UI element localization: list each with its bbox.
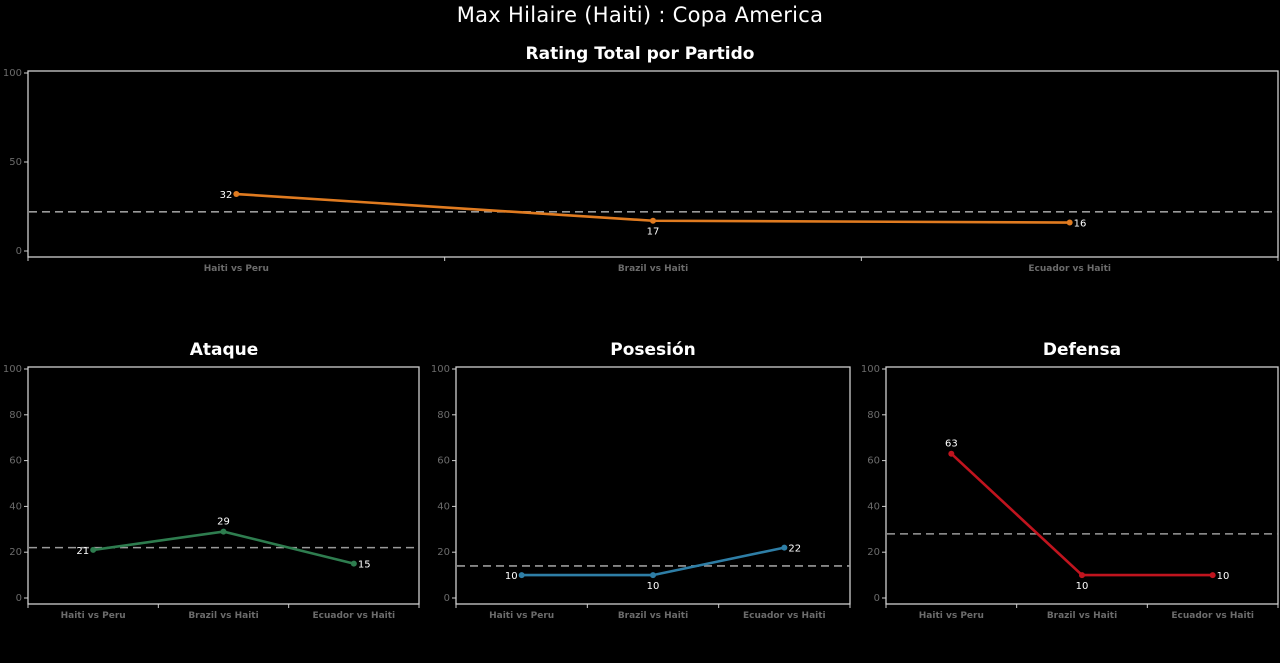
chart-title-defensa: Defensa: [1042, 340, 1122, 360]
y-tick-label: 60: [437, 456, 450, 467]
series-line: [950, 452, 1213, 577]
data-point: [350, 560, 357, 567]
y-tick-label: 50: [9, 157, 22, 168]
data-point: [1209, 572, 1216, 579]
y-tick-label: 20: [437, 547, 450, 558]
x-category-label: Ecuador vs Haiti: [743, 611, 826, 621]
data-point: [90, 546, 97, 553]
data-value-label: 22: [788, 544, 801, 555]
data-value-label: 10: [505, 571, 518, 582]
data-value-label: 10: [1076, 581, 1089, 592]
plot-frame: [27, 366, 420, 605]
y-tick-label: 0: [16, 246, 22, 257]
data-point: [518, 572, 525, 579]
y-tick-label: 40: [867, 501, 880, 512]
y-tick-label: 20: [867, 547, 880, 558]
data-value-label: 15: [358, 560, 371, 571]
y-tick-label: 60: [867, 456, 880, 467]
x-category-label: Ecuador vs Haiti: [313, 611, 396, 621]
y-tick-label: 0: [874, 593, 880, 604]
data-value-label: 21: [76, 546, 89, 557]
chart-title-total: Rating Total por Partido: [525, 44, 755, 64]
y-tick-label: 100: [3, 68, 22, 79]
data-value-label: 17: [647, 227, 660, 238]
data-point: [781, 544, 788, 551]
data-value-label: 29: [217, 517, 230, 528]
page-title: Max Hilaire (Haiti) : Copa America: [456, 3, 824, 27]
chart-title-ataque: Ataque: [189, 340, 259, 360]
y-tick-label: 80: [437, 410, 450, 421]
y-tick-label: 0: [444, 593, 450, 604]
data-point: [650, 217, 656, 224]
chart-ataque: 0 20 40 60 80 100 Haiti vs Peru Brazil vs Haiti…: [3, 364, 420, 621]
x-category-label: Haiti vs Peru: [61, 611, 126, 621]
plot-frame: [455, 366, 851, 605]
data-value-label: 10: [647, 581, 660, 592]
chart-title-posesion: Posesión: [610, 340, 696, 360]
series-line: [521, 546, 785, 577]
y-tick-label: 40: [437, 501, 450, 512]
series-line: [92, 530, 355, 565]
x-category-label: Haiti vs Peru: [489, 611, 554, 621]
y-tick-label: 80: [9, 410, 22, 421]
data-point: [650, 572, 656, 579]
chart-total: 0 50 100 Haiti vs Peru Brazil vs Haiti Ecuado…: [3, 68, 1279, 274]
data-value-label: 10: [1217, 571, 1230, 582]
data-point: [220, 528, 227, 535]
x-category-label: Brazil vs Haiti: [188, 611, 258, 621]
plot-frame: [27, 70, 1279, 258]
data-value-label: 63: [945, 439, 958, 450]
y-tick-label: 80: [867, 410, 880, 421]
data-point: [1079, 572, 1085, 579]
x-category-label: Brazil vs Haiti: [1047, 611, 1117, 621]
data-point: [1066, 219, 1073, 226]
x-category-label: Haiti vs Peru: [919, 611, 984, 621]
y-tick-label: 100: [431, 364, 450, 375]
data-point: [948, 450, 955, 457]
y-tick-label: 40: [9, 501, 22, 512]
y-tick-label: 100: [861, 364, 880, 375]
x-category-label: Brazil vs Haiti: [618, 264, 688, 274]
x-category-label: Brazil vs Haiti: [618, 611, 688, 621]
y-tick-label: 60: [9, 456, 22, 467]
y-tick-label: 20: [9, 547, 22, 558]
data-value-label: 16: [1074, 219, 1087, 230]
data-value-label: 32: [220, 190, 233, 201]
chart-posesion: 0 20 40 60 80 100 Haiti vs Peru Brazil vs Haiti…: [431, 364, 851, 621]
x-category-label: Ecuador vs Haiti: [1028, 264, 1111, 274]
y-tick-label: 100: [3, 364, 22, 375]
x-category-label: Haiti vs Peru: [204, 264, 269, 274]
y-tick-label: 0: [16, 593, 22, 604]
x-category-label: Ecuador vs Haiti: [1171, 611, 1254, 621]
chart-defensa: 0 20 40 60 80 100 Haiti vs Peru Brazil vs Haiti…: [861, 364, 1279, 621]
plot-frame: [885, 366, 1279, 605]
data-point: [233, 191, 240, 198]
